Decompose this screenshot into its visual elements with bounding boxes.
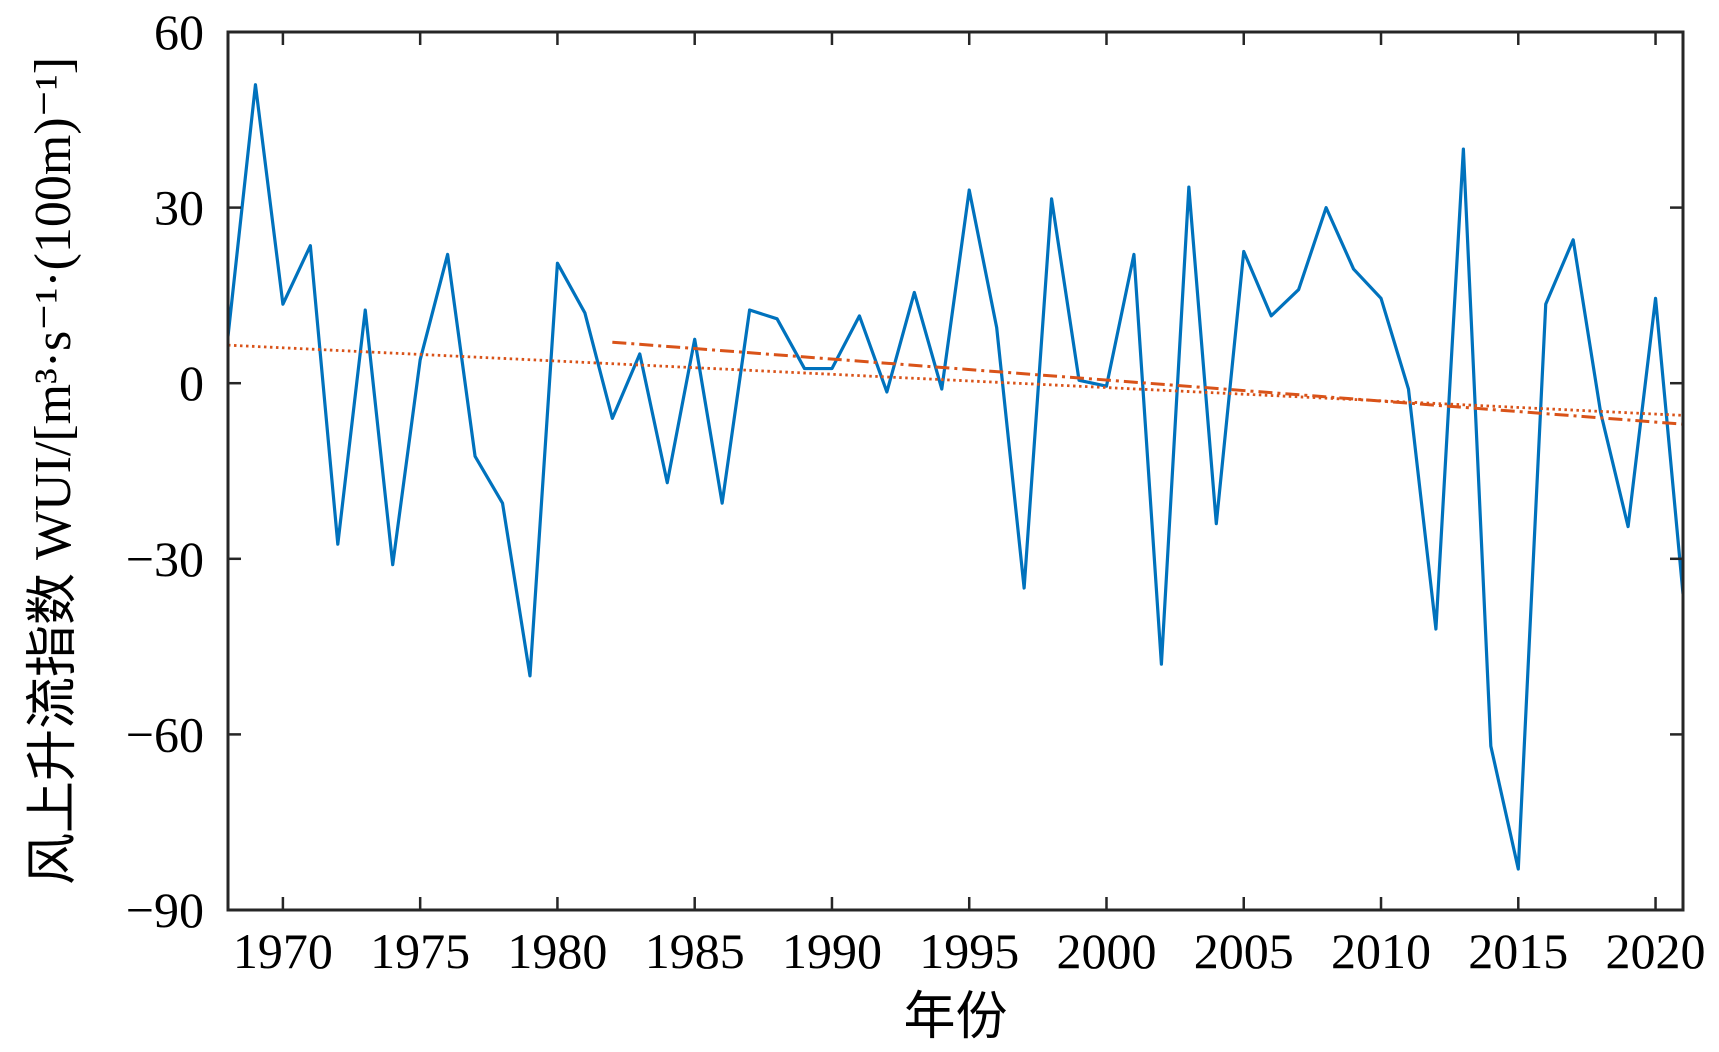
x-tick-label: 2015: [1468, 923, 1568, 979]
x-tick-label: 1985: [645, 923, 745, 979]
x-tick-label: 1980: [507, 923, 607, 979]
y-tick-label: −90: [126, 882, 204, 938]
x-tick-label: 2010: [1331, 923, 1431, 979]
x-tick-label: 2020: [1606, 923, 1706, 979]
wui-series-line: [228, 83, 1683, 871]
x-tick-label: 2000: [1056, 923, 1156, 979]
x-tick-label: 2005: [1194, 923, 1294, 979]
tick-labels: 1970 1975 1980 1985 1990 1995 2000 2005 2010 2015…: [126, 4, 1706, 979]
y-tick-label: 30: [154, 180, 204, 236]
x-tick-label: 1990: [782, 923, 882, 979]
y-tick-label: −60: [126, 706, 204, 762]
x-tick-label: 1975: [370, 923, 470, 979]
trend-line-full-period: [228, 343, 1683, 417]
y-axis-title: 风上升流指数 WUI/[m³·s⁻¹·(100m)⁻¹]: [25, 57, 82, 885]
y-tick-label: 60: [154, 4, 204, 60]
series-layer: [228, 83, 1683, 871]
x-tick-label: 1970: [233, 923, 333, 979]
ticks-layer: [228, 30, 1683, 912]
y-tick-label: −30: [126, 531, 204, 587]
plot-frame: [226, 30, 1685, 912]
trend-line-1982-onward: [612, 340, 1683, 426]
x-tick-label: 1995: [919, 923, 1019, 979]
x-axis-title: 年份: [903, 989, 1007, 1046]
y-tick-label: 0: [179, 355, 204, 411]
